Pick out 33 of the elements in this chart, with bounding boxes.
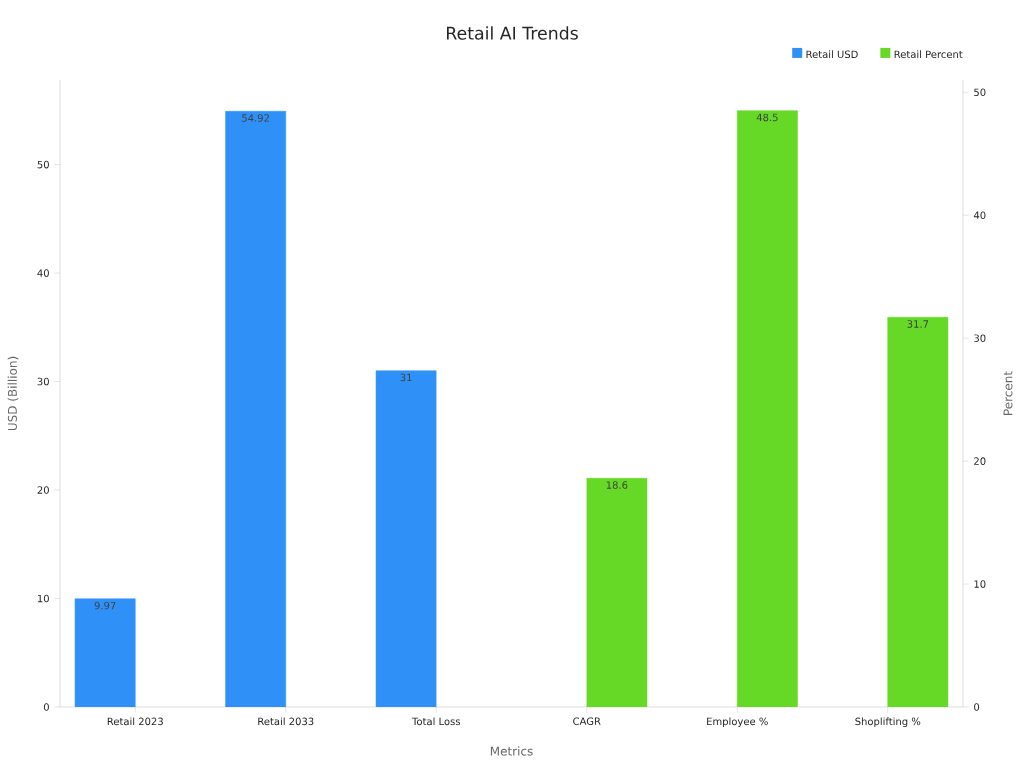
x-tick-label: CAGR (573, 717, 601, 725)
bar (586, 478, 648, 707)
y-axis-title: USD (Billion) (7, 356, 19, 431)
x-tick-label: Retail 2023 (107, 717, 163, 726)
y-tick-label: 50 (37, 160, 49, 169)
legend-label: Retail USD (806, 50, 858, 59)
y2-tick-label: 10 (974, 580, 986, 588)
x-tick-label: Total Loss (412, 717, 461, 726)
y-tick-label: 40 (37, 269, 49, 277)
x-tick-label: Shoplifting % (855, 717, 921, 728)
y-tick-label: 30 (37, 377, 49, 386)
data-label: 54.92 (242, 114, 269, 122)
y-tick-label: 0 (43, 703, 49, 711)
data-label: 31.7 (907, 320, 929, 328)
y2-axis-title: Percent (1003, 371, 1013, 415)
data-label: 48.5 (756, 113, 778, 122)
data-label: 9.97 (94, 601, 116, 610)
y2-tick-label: 30 (974, 334, 986, 342)
bar (887, 317, 949, 707)
x-tick-label: Employee % (707, 717, 768, 728)
legend-label: Retail Percent (894, 50, 963, 59)
x-axis-title: Metrics (490, 746, 533, 756)
y2-tick-label: 20 (974, 457, 986, 465)
bar (736, 110, 798, 707)
data-label: 31 (400, 373, 412, 382)
data-label: 18.6 (606, 481, 628, 489)
y-tick-label: 20 (37, 486, 49, 494)
chart-title: Retail AI Trends (446, 26, 578, 40)
y2-tick-label: 0 (974, 703, 980, 711)
y2-tick-label: 40 (973, 211, 986, 220)
x-tick-label: Retail 2033 (258, 717, 314, 726)
y-tick-label: 10 (37, 594, 49, 603)
y2-tick-label: 50 (974, 88, 986, 97)
